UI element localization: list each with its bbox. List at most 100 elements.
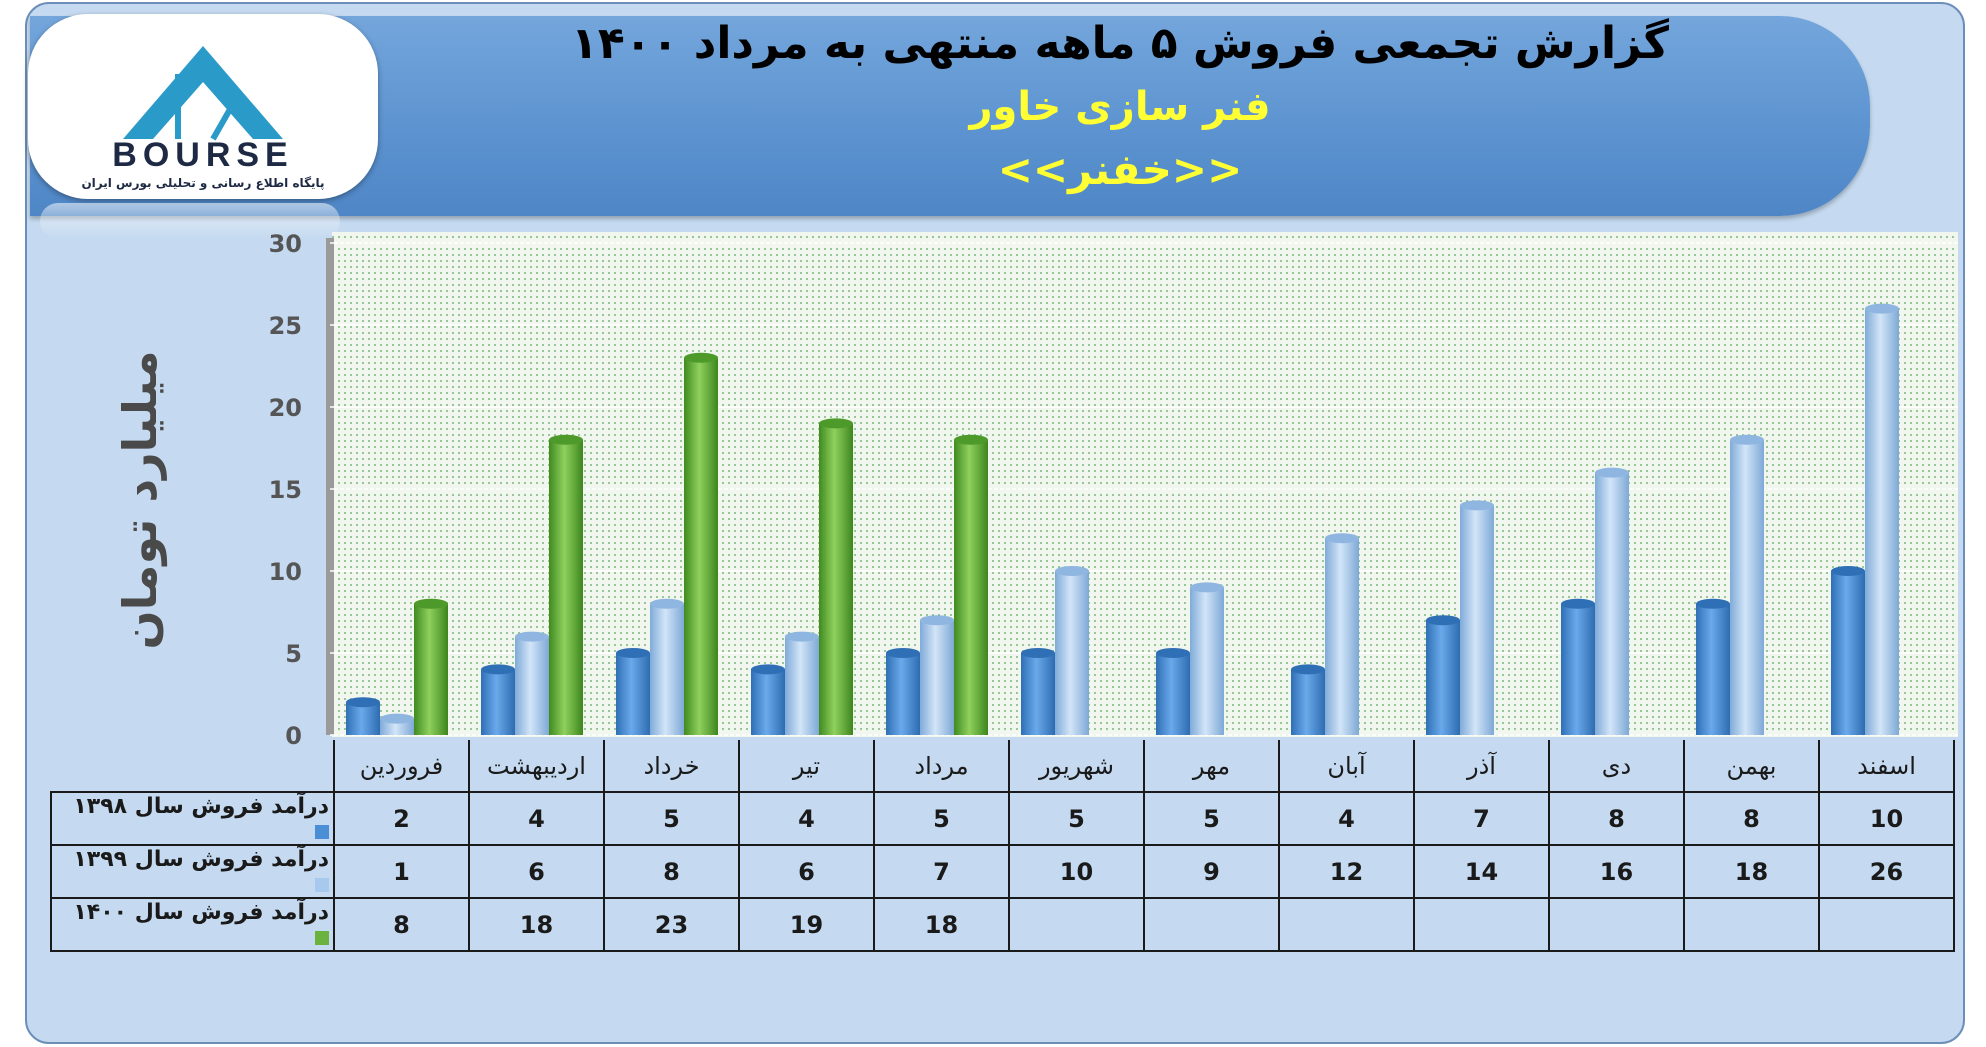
bar-series-1: [751, 664, 785, 735]
data-table: فروردین اردیبهشت خرداد تیر مرداد شهریور مهر آبا…: [50, 740, 1955, 952]
bar-series-3: [414, 598, 448, 735]
logo-tagline-text: پایگاه اطلاع رسانی و تحلیلی بورس ایران: [81, 176, 324, 191]
report-title: گزارش تجمعی فروش ۵ ماهه منتهی به مرداد ۱…: [571, 18, 1669, 69]
series-label: درآمد فروش سال ۱۴۰۰: [50, 897, 335, 952]
table-cell: [1008, 897, 1145, 952]
table-cell: 4: [468, 791, 605, 846]
bar-series-2: [1190, 582, 1224, 735]
table-cell: 8: [1683, 791, 1820, 846]
bar-series-1: [886, 648, 920, 735]
bar-series-1: [1021, 648, 1055, 735]
table-row: درآمد فروش سال ۱۴۰۰ 8 18 23 19 18: [50, 897, 1955, 952]
table-cell: [1548, 897, 1685, 952]
plot-side-wall: [326, 238, 334, 735]
table-cell: 5: [873, 791, 1010, 846]
table-cell: 5: [1008, 791, 1145, 846]
logo-mark-icon: BOURSE پایگاه اطلاع رسانی و تحلیلی بورس …: [81, 46, 325, 191]
company-name: فنر سازی خاور: [969, 84, 1271, 130]
table-cell: 18: [468, 897, 605, 952]
bar-series-3: [684, 352, 718, 735]
legend-swatch-icon: [315, 930, 329, 945]
table-cell: [1278, 897, 1415, 952]
table-corner: [51, 740, 334, 792]
table-cell: 4: [1278, 791, 1415, 846]
table-cell: [1818, 897, 1955, 952]
table-cell: 18: [1683, 844, 1820, 899]
y-tick-label: 15: [269, 476, 302, 504]
table-cell: 6: [468, 844, 605, 899]
table-cell: 4: [738, 791, 875, 846]
legend-swatch-icon: [315, 824, 329, 839]
bar-series-2: [650, 598, 684, 735]
table-cell: [1143, 897, 1280, 952]
table-cell: 5: [603, 791, 740, 846]
month-header: فروردین: [333, 740, 470, 793]
bar-series-1: [1696, 598, 1730, 735]
table-cell: 26: [1818, 844, 1955, 899]
table-cell: 8: [1548, 791, 1685, 846]
series-name: درآمد فروش سال ۱۳۹۸: [73, 793, 329, 819]
month-header: اردیبهشت: [468, 740, 605, 793]
bar-series-2: [380, 713, 414, 735]
table-cell: 23: [603, 897, 740, 952]
bar-series-1: [1561, 598, 1595, 735]
bar-series-1: [1426, 615, 1460, 735]
table-cell: [1413, 897, 1550, 952]
bourse-logo: BOURSE پایگاه اطلاع رسانی و تحلیلی بورس …: [28, 14, 378, 199]
y-tick-label: 30: [269, 230, 302, 258]
month-header: تیر: [738, 740, 875, 793]
table-cell: 6: [738, 844, 875, 899]
y-tick-label: 20: [269, 394, 302, 422]
bar-series-2: [515, 631, 549, 735]
y-tick-label: 5: [285, 640, 302, 668]
bar-series-1: [1831, 566, 1865, 735]
month-header: بهمن: [1683, 740, 1820, 793]
series-label: درآمد فروش سال ۱۳۹۸: [50, 791, 335, 846]
ticker-symbol: <<خفنر>>: [997, 145, 1243, 194]
series-name: درآمد فروش سال ۱۴۰۰: [73, 899, 329, 925]
table-row: درآمد فروش سال ۱۳۹۹ 1 6 8 6 7 10 9 12 14 16 18 26: [50, 844, 1955, 899]
table-cell: 18: [873, 897, 1010, 952]
bar-series-2: [920, 615, 954, 735]
table-cell: 1: [333, 844, 470, 899]
month-header: شهریور: [1008, 740, 1145, 793]
table-cell: 14: [1413, 844, 1550, 899]
table-row: درآمد فروش سال ۱۳۹۸ 2 4 5 4 5 5 5 4 7 8 8 10: [50, 791, 1955, 846]
table-cell: 7: [873, 844, 1010, 899]
table-cell: 7: [1413, 791, 1550, 846]
table-cell: 19: [738, 897, 875, 952]
bar-series-2: [1460, 500, 1494, 735]
month-header: دی: [1548, 740, 1685, 793]
y-axis-label: میلیارد تومان: [113, 350, 167, 650]
y-tick-label: 25: [269, 312, 302, 340]
y-tick-label: 0: [285, 722, 302, 750]
month-header: مرداد: [873, 740, 1010, 793]
bar-series-1: [1156, 648, 1190, 735]
month-header: خرداد: [603, 740, 740, 793]
bar-series-1: [481, 664, 515, 735]
bar-series-2: [1865, 303, 1899, 735]
table-cell: 10: [1818, 791, 1955, 846]
table-cell: 8: [603, 844, 740, 899]
bar-series-2: [1325, 533, 1359, 735]
table-cell: 5: [1143, 791, 1280, 846]
table-cell: 8: [333, 897, 470, 952]
table-cell: 12: [1278, 844, 1415, 899]
table-cell: [1683, 897, 1820, 952]
table-cell: 2: [333, 791, 470, 846]
month-header: مهر: [1143, 740, 1280, 793]
series-name: درآمد فروش سال ۱۳۹۹: [73, 846, 329, 872]
month-header: آبان: [1278, 740, 1415, 793]
bar-series-2: [1730, 434, 1764, 735]
bar-series-3: [954, 434, 988, 735]
bar-series-2: [1595, 467, 1629, 735]
legend-swatch-icon: [315, 877, 329, 892]
bar-series-1: [346, 697, 380, 735]
bar-series-3: [819, 418, 853, 735]
logo-brand-text: BOURSE: [112, 136, 293, 174]
table-cell: 10: [1008, 844, 1145, 899]
bar-series-1: [616, 648, 650, 735]
table-cell: 9: [1143, 844, 1280, 899]
bar-series-1: [1291, 664, 1325, 735]
